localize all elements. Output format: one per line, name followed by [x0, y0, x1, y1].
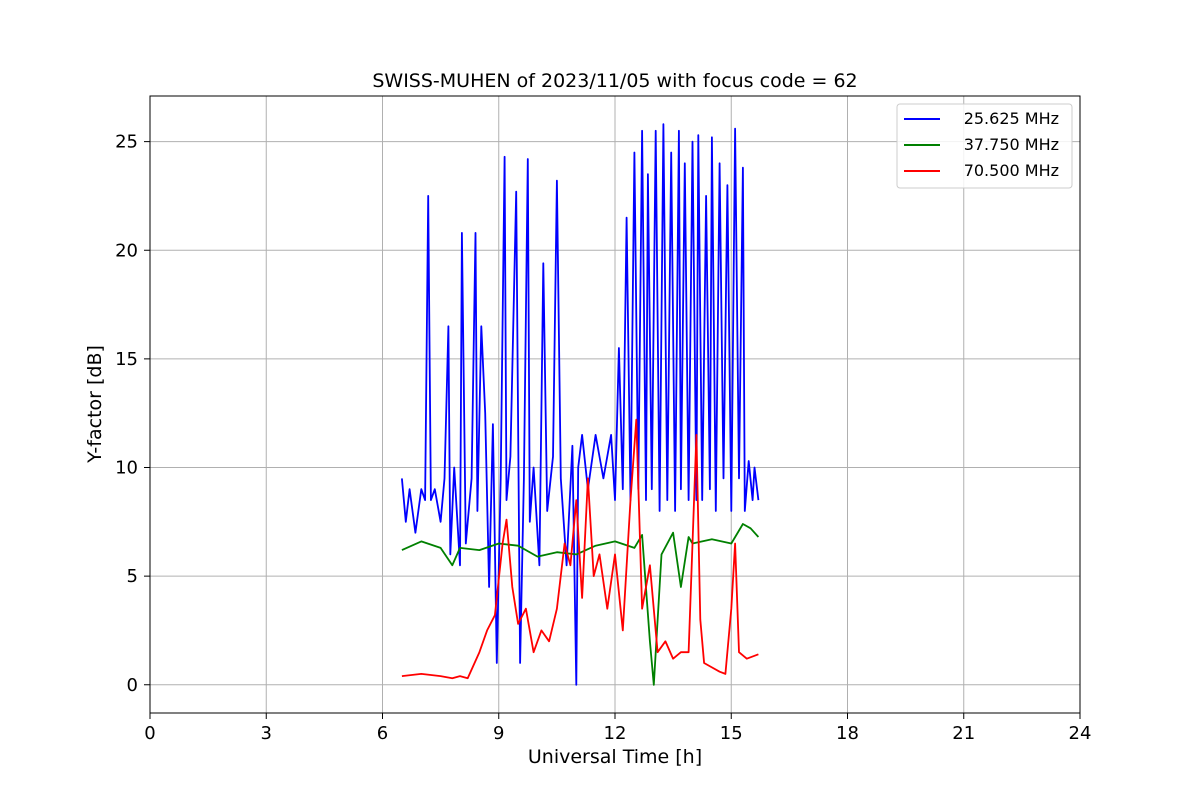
legend-label: 25.625 MHz	[964, 109, 1059, 128]
legend: 25.625 MHz 37.750 MHz 70.500 MHz	[896, 103, 1073, 189]
y-tick-label: 5	[127, 566, 138, 587]
x-tick-label: 12	[604, 723, 627, 744]
x-tick-label: 0	[144, 723, 155, 744]
legend-label: 37.750 MHz	[964, 135, 1059, 154]
x-axis-label: Universal Time [h]	[528, 746, 702, 768]
y-tick-label: 10	[115, 458, 138, 479]
x-tick-label: 6	[377, 723, 388, 744]
x-tick-label: 21	[952, 723, 975, 744]
x-tick-label: 18	[836, 723, 859, 744]
chart-title: SWISS-MUHEN of 2023/11/05 with focus cod…	[372, 70, 857, 92]
x-tick-label: 3	[261, 723, 272, 744]
series-lines	[401, 123, 760, 686]
series-line	[401, 123, 760, 686]
y-tick-label: 0	[127, 675, 138, 696]
y-tick-label: 20	[115, 240, 138, 261]
series-line	[401, 523, 760, 686]
legend-entries: 25.625 MHz 37.750 MHz 70.500 MHz	[904, 109, 1059, 180]
x-tick-label: 24	[1069, 723, 1092, 744]
legend-label: 70.500 MHz	[964, 161, 1059, 180]
x-tick-label: 15	[720, 723, 743, 744]
series-line	[401, 418, 759, 680]
axis-ticks: 0 3 6 9 12 15 18 21 24 0 5 10 15 20 25	[115, 132, 1091, 744]
x-tick-label: 9	[493, 723, 504, 744]
y-tick-label: 15	[115, 349, 138, 370]
grid	[149, 96, 1081, 713]
y-axis-label: Y-factor [dB]	[84, 345, 106, 464]
legend-box	[896, 103, 1073, 189]
y-tick-label: 25	[115, 132, 138, 153]
